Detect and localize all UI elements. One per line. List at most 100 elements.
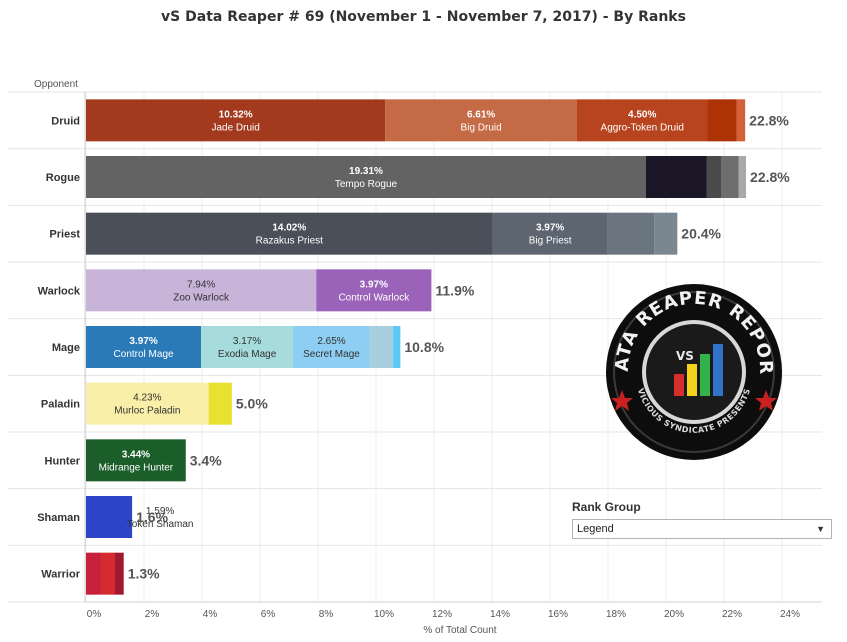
x-tick-label: 16% <box>548 609 568 620</box>
bar-segment <box>316 269 432 312</box>
logo-bar-green <box>700 354 710 396</box>
bar-segment <box>86 439 186 482</box>
segment-value-label: 3.97% <box>536 223 564 234</box>
category-label: Rogue <box>46 172 80 184</box>
bar-segment <box>201 326 294 368</box>
rank-group-filter: Rank Group Legend ▼ <box>572 500 832 539</box>
x-tick-label: 12% <box>432 609 452 620</box>
category-label: Druid <box>51 115 80 127</box>
segment-name-label: Zoo Warlock <box>173 292 230 303</box>
logo-left-star <box>611 390 633 411</box>
logo-bar-blue <box>713 344 723 396</box>
bar-total-label: 1.6% <box>136 509 168 525</box>
segment-value-label: 10.32% <box>219 109 253 120</box>
segment-value-label: 1.59% <box>146 506 174 517</box>
segment-value-label: 4.23% <box>133 393 161 404</box>
bar-segment <box>86 382 209 425</box>
segment-value-label: 3.97% <box>129 336 157 347</box>
category-label: Hunter <box>45 455 81 467</box>
bar-segment <box>706 156 722 198</box>
segment-name-label: Razakus Priest <box>256 236 323 247</box>
x-tick-label: 20% <box>664 609 684 620</box>
bar-total-label: 5.0% <box>236 396 268 412</box>
x-axis-title: % of Total Count <box>423 625 496 636</box>
bar-total-label: 1.3% <box>128 566 160 582</box>
category-label: Warrior <box>41 569 80 581</box>
category-label: Mage <box>52 342 80 354</box>
x-tick-label: 10% <box>374 609 394 620</box>
chart-title: vS Data Reaper # 69 (November 1 - Novemb… <box>161 9 686 25</box>
bar-segment <box>115 552 124 595</box>
logo-bar-red <box>674 374 684 396</box>
bar-total-label: 22.8% <box>749 112 789 128</box>
segment-value-label: 19.31% <box>349 166 383 177</box>
y-axis-title: Opponent <box>34 79 78 90</box>
segment-name-label: Token Shaman <box>127 519 194 530</box>
segment-value-label: 14.02% <box>272 223 306 234</box>
bar-segment <box>654 212 678 255</box>
segment-value-label: 6.61% <box>467 109 495 120</box>
bar-segment <box>208 382 232 425</box>
segment-name-label: Murloc Paladin <box>114 406 180 417</box>
logo-right-star <box>755 390 777 411</box>
rank-group-title: Rank Group <box>572 500 641 514</box>
segment-name-label: Tempo Rogue <box>335 179 398 190</box>
bar-total-label: 22.8% <box>750 169 790 185</box>
x-tick-label: 18% <box>606 609 626 620</box>
segment-name-label: Big Druid <box>461 122 502 133</box>
bar-segment <box>369 326 394 368</box>
x-tick-label: 0% <box>87 609 102 620</box>
segment-name-label: Secret Mage <box>303 349 360 360</box>
segment-name-label: Exodia Mage <box>218 349 277 360</box>
category-label: Warlock <box>38 285 81 297</box>
rank-group-dropdown[interactable]: Legend ▼ <box>572 519 832 539</box>
logo-vs-badge: VS <box>676 349 694 363</box>
segment-name-label: Big Priest <box>529 236 572 247</box>
segment-value-label: 3.44% <box>122 449 150 460</box>
x-tick-label: 24% <box>780 609 800 620</box>
bar-segment <box>86 212 493 255</box>
segment-name-label: Control Warlock <box>338 292 410 303</box>
bar-segment <box>86 326 202 368</box>
segment-name-label: Midrange Hunter <box>99 462 174 473</box>
bar-segment <box>721 156 739 198</box>
segment-value-label: 3.97% <box>360 279 388 290</box>
bar-total-label: 3.4% <box>190 452 222 468</box>
bar-segment <box>385 99 577 142</box>
category-label: Shaman <box>37 512 80 524</box>
x-tick-label: 2% <box>145 609 160 620</box>
bar-segment <box>86 269 317 312</box>
rank-group-selected: Legend <box>577 523 614 535</box>
bar-total-label: 10.8% <box>404 339 444 355</box>
bar-segment <box>576 99 708 142</box>
bar-segment <box>86 552 101 595</box>
x-tick-label: 4% <box>203 609 218 620</box>
logo-bar-yellow <box>687 364 697 396</box>
x-tick-label: 6% <box>261 609 276 620</box>
bar-segment <box>707 99 737 142</box>
bar-segment <box>86 156 646 198</box>
segment-name-label: Aggro-Token Druid <box>601 122 684 133</box>
category-label: Priest <box>49 229 80 241</box>
data-reaper-report-logo: DATA REAPER REPORT VICIOUS SYNDICATE PRE… <box>604 278 782 460</box>
segment-value-label: 4.50% <box>628 109 656 120</box>
x-tick-label: 22% <box>722 609 742 620</box>
bar-segment <box>86 496 133 538</box>
segment-value-label: 2.65% <box>317 336 345 347</box>
bar-segment <box>738 156 747 198</box>
bar-segment <box>607 212 655 255</box>
bar-segment <box>736 99 746 142</box>
segment-value-label: 3.17% <box>233 336 261 347</box>
bar-segment <box>293 326 370 368</box>
category-label: Paladin <box>41 399 80 411</box>
bar-segment <box>100 552 115 595</box>
bar-segment <box>492 212 608 255</box>
segment-name-label: Control Mage <box>114 349 174 360</box>
bar-segment <box>393 326 401 368</box>
chevron-down-icon: ▼ <box>816 524 825 534</box>
x-tick-label: 14% <box>490 609 510 620</box>
bar-total-label: 11.9% <box>435 282 474 298</box>
segment-name-label: Jade Druid <box>211 122 259 133</box>
x-tick-label: 8% <box>319 609 334 620</box>
